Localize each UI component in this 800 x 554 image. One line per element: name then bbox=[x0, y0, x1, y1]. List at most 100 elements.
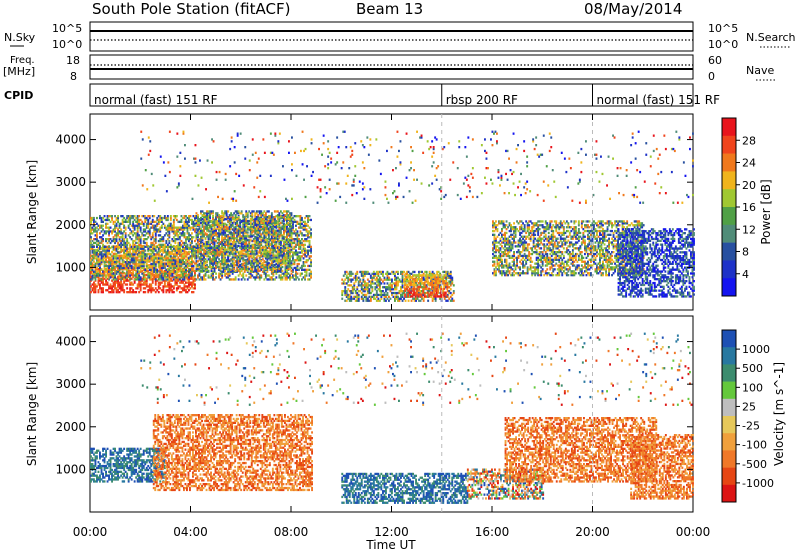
data-cell bbox=[174, 257, 176, 259]
data-cell bbox=[310, 219, 312, 221]
data-cell bbox=[310, 259, 312, 261]
data-cell bbox=[161, 282, 163, 284]
data-cell bbox=[310, 271, 312, 273]
data-cell bbox=[254, 266, 256, 268]
data-cell bbox=[291, 222, 293, 224]
data-cell bbox=[199, 218, 201, 220]
data-cell bbox=[263, 235, 265, 237]
data-cell bbox=[122, 234, 124, 236]
data-cell bbox=[126, 287, 128, 289]
data-cell bbox=[176, 282, 178, 284]
data-cell bbox=[102, 234, 104, 236]
data-cell bbox=[297, 230, 299, 232]
data-cell bbox=[310, 232, 312, 234]
freq-lo: 8 bbox=[70, 70, 77, 83]
data-cell bbox=[187, 244, 189, 246]
data-cell bbox=[131, 267, 133, 269]
data-cell bbox=[301, 273, 303, 275]
data-cell bbox=[116, 255, 118, 257]
data-cell bbox=[212, 210, 214, 212]
data-cell bbox=[251, 235, 253, 237]
data-cell bbox=[144, 291, 146, 293]
freq-unit: [MHz] bbox=[3, 65, 35, 78]
data-cell bbox=[247, 226, 249, 228]
data-cell bbox=[215, 276, 217, 278]
data-cell bbox=[208, 241, 210, 243]
data-cell bbox=[247, 231, 249, 233]
data-cell bbox=[144, 234, 146, 236]
nave-lo: 0 bbox=[708, 70, 715, 83]
data-cell bbox=[236, 249, 238, 251]
data-cell bbox=[116, 223, 118, 225]
data-cell bbox=[200, 251, 202, 253]
data-cell bbox=[309, 240, 311, 242]
data-cell bbox=[164, 234, 166, 236]
data-cell bbox=[90, 236, 92, 238]
data-cell bbox=[344, 286, 346, 288]
data-cell bbox=[280, 231, 282, 233]
data-cell bbox=[177, 271, 179, 273]
cpid-segment-label: normal (fast) 151 RF bbox=[94, 93, 218, 107]
data-cell bbox=[150, 278, 152, 280]
data-cell bbox=[193, 291, 195, 293]
data-cell bbox=[158, 291, 160, 293]
data-cell bbox=[245, 274, 247, 276]
data-cell bbox=[256, 228, 258, 230]
data-cell bbox=[247, 278, 249, 280]
data-cell bbox=[226, 224, 228, 226]
data-cell bbox=[295, 278, 297, 280]
data-cell bbox=[168, 240, 170, 242]
data-cell bbox=[120, 228, 122, 230]
data-cell bbox=[289, 278, 291, 280]
data-cell bbox=[310, 228, 312, 230]
data-cell bbox=[110, 276, 112, 278]
data-cell bbox=[301, 217, 303, 219]
data-cell bbox=[282, 266, 284, 268]
data-cell bbox=[144, 250, 146, 252]
data-cell bbox=[278, 218, 280, 220]
data-cell bbox=[193, 236, 195, 238]
data-cell bbox=[259, 251, 261, 253]
data-cell bbox=[173, 223, 175, 225]
data-cell bbox=[96, 267, 98, 269]
data-cell bbox=[101, 278, 103, 280]
data-cell bbox=[291, 249, 293, 251]
data-cell bbox=[295, 246, 297, 248]
data-cell bbox=[126, 238, 128, 240]
data-cell bbox=[149, 215, 151, 217]
data-cell bbox=[102, 225, 104, 227]
data-cell bbox=[282, 270, 284, 272]
data-cell bbox=[197, 260, 199, 262]
data-cell bbox=[310, 234, 312, 236]
data-cell bbox=[190, 255, 192, 257]
data-cell bbox=[271, 226, 273, 228]
data-cell bbox=[297, 276, 299, 278]
data-cell bbox=[291, 262, 293, 264]
freq-hi: 18 bbox=[66, 54, 80, 67]
data-cell bbox=[291, 212, 293, 214]
data-cell bbox=[152, 234, 154, 236]
data-cell bbox=[272, 251, 274, 253]
data-cell bbox=[187, 251, 189, 253]
data-cell bbox=[116, 261, 118, 263]
data-cell bbox=[165, 246, 167, 248]
data-cell bbox=[226, 249, 228, 251]
data-cell bbox=[108, 278, 110, 280]
data-cell bbox=[167, 215, 169, 217]
data-cell bbox=[227, 210, 229, 212]
data-cell bbox=[291, 218, 293, 220]
data-cell bbox=[230, 228, 232, 230]
nsky-hi: 10^5 bbox=[52, 22, 82, 35]
data-cell bbox=[291, 270, 293, 272]
data-cell bbox=[241, 278, 243, 280]
data-cell bbox=[185, 259, 187, 261]
data-cell bbox=[108, 234, 110, 236]
data-cell bbox=[259, 262, 261, 264]
data-cell bbox=[208, 270, 210, 272]
data-cell bbox=[235, 276, 237, 278]
data-cell bbox=[131, 265, 133, 267]
data-cell bbox=[304, 244, 306, 246]
data-cell bbox=[259, 278, 261, 280]
nave-label: Nave bbox=[746, 64, 774, 77]
data-cell bbox=[274, 278, 276, 280]
